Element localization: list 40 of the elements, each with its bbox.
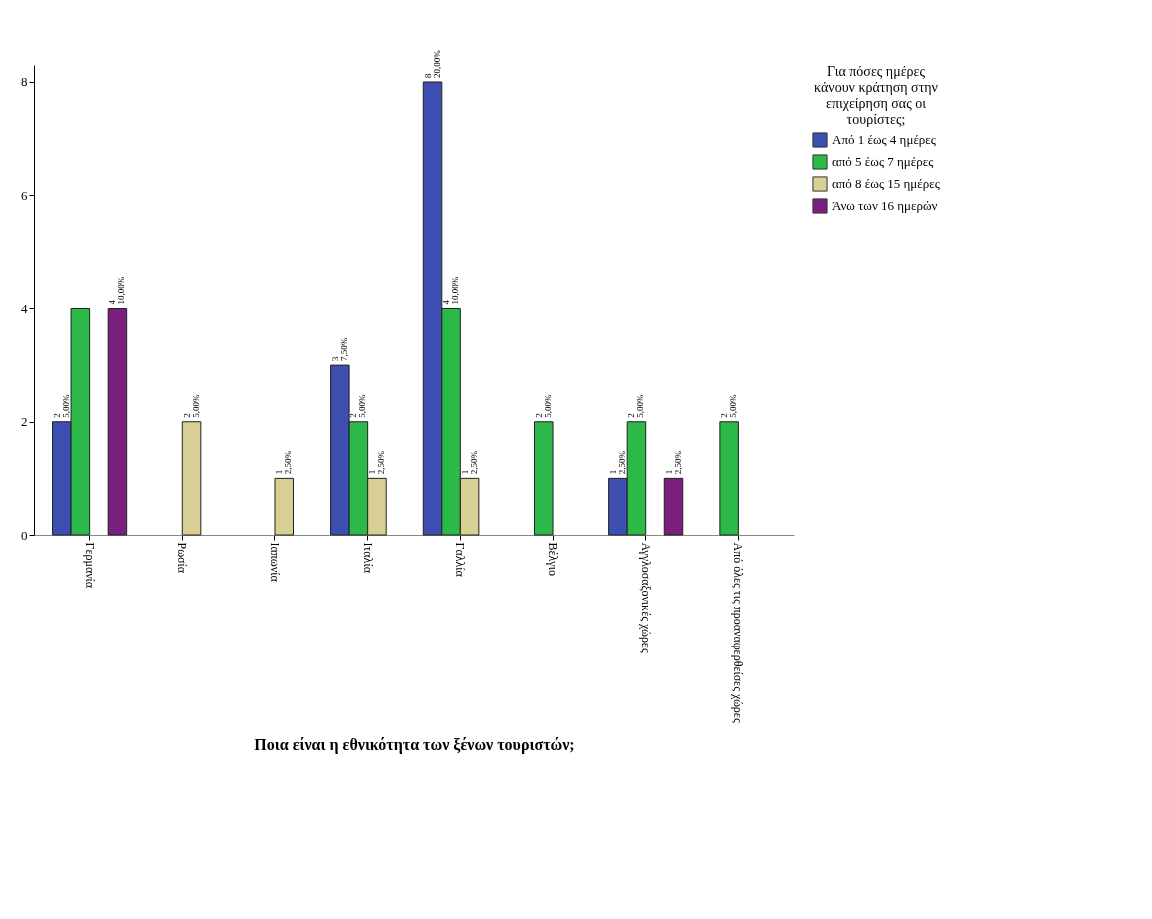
x-tick-label: Αγγλοσαξονικές χώρες: [638, 542, 653, 653]
bar: [663, 477, 684, 536]
data-label: 4 10,00%: [107, 276, 127, 305]
data-label: 3 7,50%: [329, 337, 349, 362]
x-tick-label: Ιταλία: [360, 542, 375, 574]
x-tick-label: Ρωσία: [175, 542, 190, 574]
data-label: 4 10,00%: [441, 276, 461, 305]
bar: [533, 421, 554, 536]
data-label: 2 5,00%: [533, 394, 553, 418]
data-label: 1 2,50%: [663, 450, 683, 475]
data-label: 1 2,50%: [366, 450, 386, 475]
legend-label: από 8 έως 15 ημέρες: [832, 176, 941, 191]
bar: [107, 307, 128, 536]
y-tick-label: 4: [21, 300, 28, 316]
bar: [181, 421, 202, 536]
x-tick-label: Ιαπωνία: [267, 542, 282, 583]
data-label: 2 5,00%: [51, 394, 71, 418]
legend-label: Από 1 έως 4 ημέρες: [832, 132, 937, 147]
x-axis-title: Ποια είναι η εθνικότητα των ξένων τουριστών;: [254, 735, 575, 754]
data-label: 1 2,50%: [607, 450, 627, 475]
legend-label: από 5 έως 7 ημέρες: [832, 154, 935, 169]
legend-title: Για πόσες ημέρες κάνουν κράτηση στην επιχείρηση σας οι τουρίστες;: [814, 64, 938, 127]
bar: [274, 477, 295, 536]
x-tick-label: Βέλγιο: [546, 542, 561, 576]
x-tick-label: Γαλλία: [453, 542, 468, 578]
data-label: 1 2,50%: [274, 450, 294, 475]
data-label: 2 5,00%: [719, 394, 739, 418]
bar: [719, 421, 739, 536]
data-label: 2 5,00%: [626, 394, 646, 418]
x-tick-label: Από όλες τις προαναφερθείσες χώρες: [731, 542, 746, 723]
y-tick-label: 6: [21, 187, 28, 203]
data-label: 1 2,50%: [459, 450, 479, 475]
y-tick-label: 2: [21, 414, 28, 430]
data-label: 8 20,00%: [422, 49, 442, 78]
x-tick-label: Γερμανία: [82, 542, 97, 589]
y-tick-label: 0: [21, 527, 28, 543]
y-tick-label: 8: [21, 74, 28, 90]
data-label: 2 5,00%: [348, 394, 368, 418]
legend-label: Άνω των 16 ημερών: [832, 198, 938, 213]
data-label: 2 5,00%: [181, 394, 201, 418]
